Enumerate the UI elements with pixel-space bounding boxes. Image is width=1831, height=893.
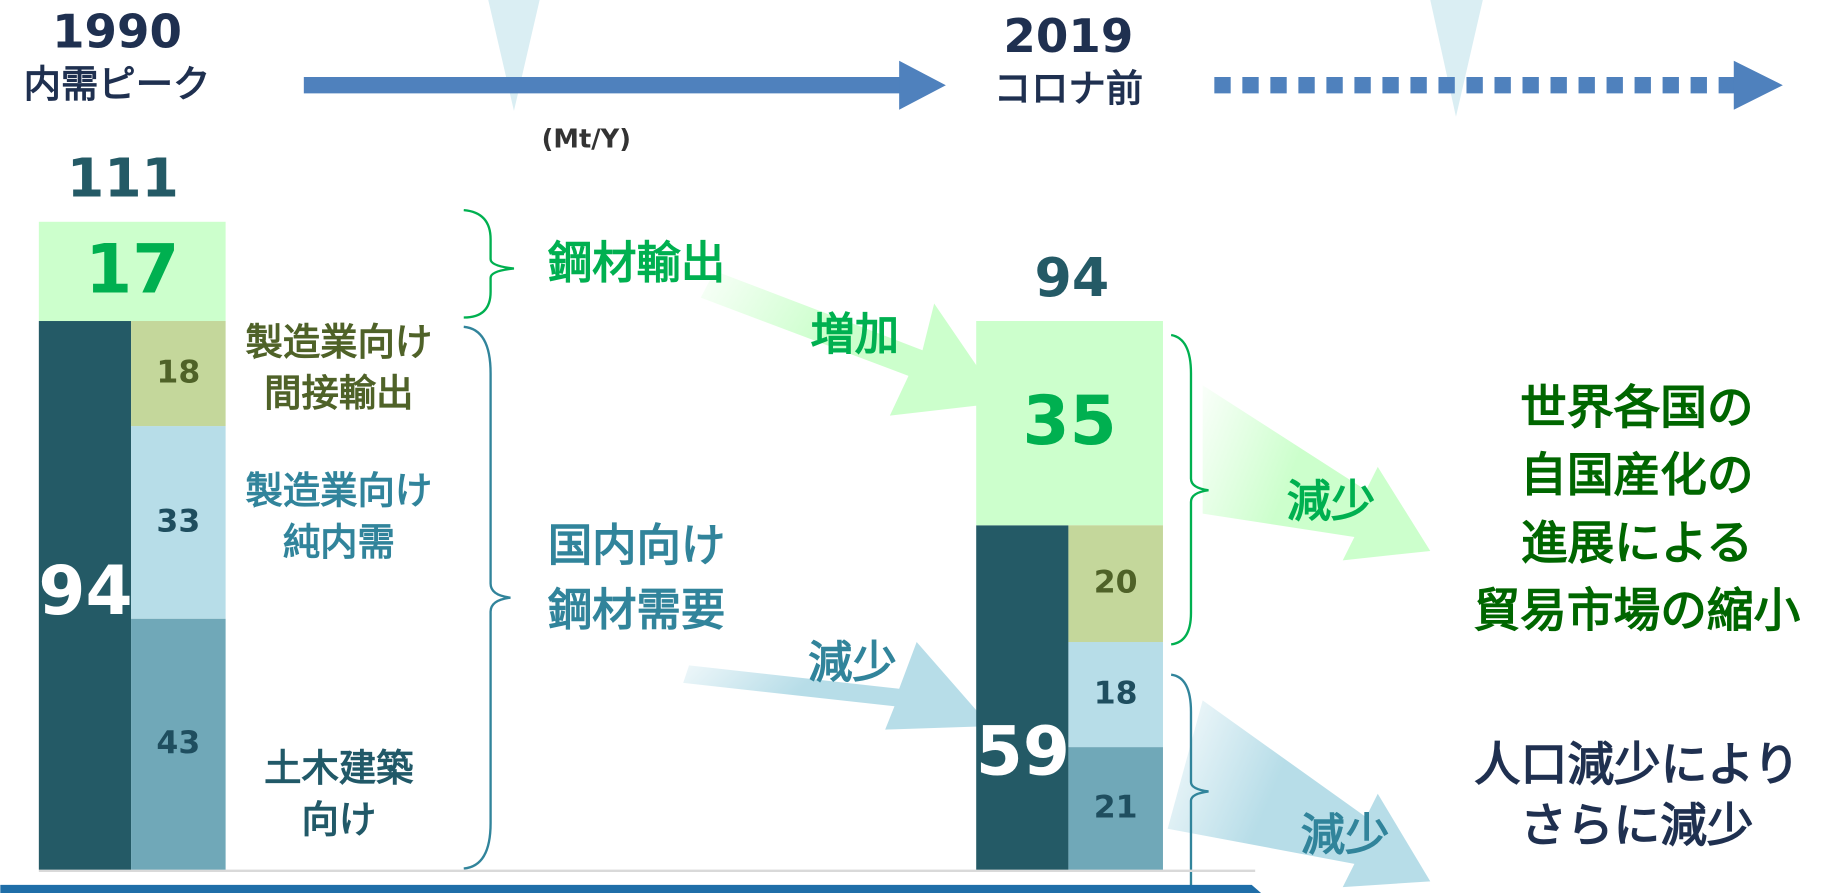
segment-value: 21 <box>1094 789 1138 825</box>
annotation: 減少 <box>1287 476 1376 527</box>
reason: 世界各国の <box>1520 381 1753 435</box>
reason: 進展による <box>1521 517 1753 571</box>
unit: (Mt/Y) <box>542 125 631 155</box>
export-bar <box>976 321 1163 526</box>
segment-label: 向け <box>302 797 377 841</box>
segment <box>131 426 226 619</box>
decrease-arrow <box>683 642 991 730</box>
segment-value: 33 <box>156 503 200 539</box>
reason: 人口減少により <box>1474 739 1800 793</box>
segment-label: 純内需 <box>283 520 395 564</box>
annotation: 鋼材輸出 <box>548 238 725 289</box>
total-value: 111 <box>67 147 179 210</box>
segment-value: 20 <box>1094 565 1138 601</box>
reason: 自国産化の <box>1520 449 1753 503</box>
segment-label: 製造業向け <box>245 469 432 513</box>
year: 2019 <box>1003 10 1133 64</box>
domestic-bar <box>976 525 1069 870</box>
decrease-arrow <box>1202 385 1431 561</box>
annotation: 国内向け <box>548 521 725 572</box>
timeline-arrow-head <box>1733 60 1783 110</box>
segment <box>1068 525 1163 643</box>
segment-value: 43 <box>156 725 200 761</box>
year: 1990 <box>52 6 182 60</box>
segment <box>1068 747 1163 870</box>
segment-value: 18 <box>1094 676 1138 712</box>
year-label: 内需ピーク <box>24 62 211 106</box>
annotation: 減少 <box>1301 810 1390 861</box>
annotation: 増加 <box>810 309 899 360</box>
total-value: 94 <box>1035 246 1110 309</box>
segment-label: 製造業向け <box>245 320 432 364</box>
timeline-arrow-head <box>899 60 946 110</box>
export-bar <box>38 221 226 322</box>
footer-bar <box>0 884 1262 893</box>
timeline-marker <box>1430 0 1483 117</box>
domestic-value: 59 <box>976 711 1070 790</box>
segment <box>131 321 226 427</box>
segment <box>1068 642 1163 748</box>
segment-label: 間接輸出 <box>264 371 413 415</box>
annotation: 減少 <box>808 637 897 688</box>
domestic-bar <box>38 321 132 870</box>
annotation: 鋼材需要 <box>548 585 725 636</box>
segment-value: 18 <box>156 355 200 391</box>
segment-label: 土木建築 <box>264 746 414 790</box>
reason: さらに減少 <box>1520 799 1753 853</box>
export-value: 17 <box>85 229 179 308</box>
increase-arrow <box>700 270 1002 416</box>
braces <box>463 208 1209 893</box>
reason: 貿易市場の縮小 <box>1473 585 1800 639</box>
domestic-value: 94 <box>38 551 132 630</box>
segment <box>131 618 226 870</box>
decrease-arrow <box>1167 700 1431 888</box>
timeline-marker <box>488 0 540 111</box>
export-value: 35 <box>1022 381 1116 460</box>
year-label: コロナ前 <box>994 67 1143 111</box>
